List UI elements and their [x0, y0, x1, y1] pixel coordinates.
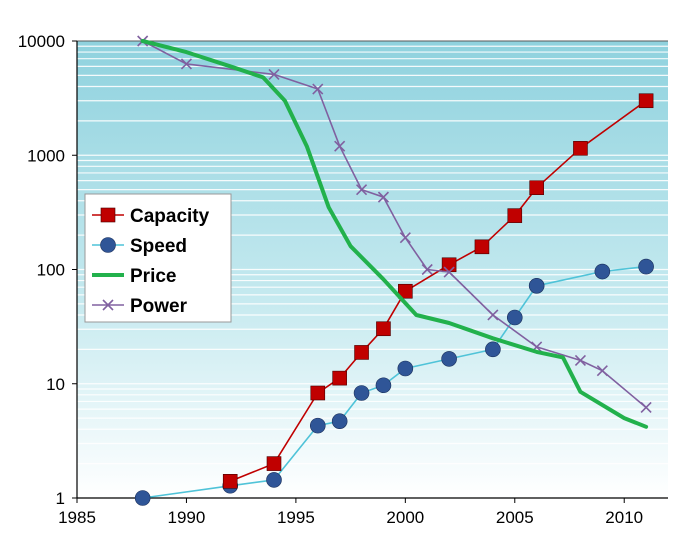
data-point-capacity: [310, 385, 326, 401]
data-point-speed: [353, 385, 370, 401]
data-point-power: [180, 58, 193, 70]
data-point-speed: [134, 490, 151, 506]
data-point-capacity: [474, 239, 490, 255]
y-tick-label: 1000: [27, 146, 65, 165]
x-tick-label: 2010: [605, 508, 643, 527]
data-point-power: [268, 68, 280, 80]
x-tick-label: 1995: [277, 508, 315, 527]
data-point-power: [312, 83, 324, 95]
legend-label-speed: Speed: [130, 236, 187, 257]
data-point-power: [596, 365, 608, 377]
data-point-capacity: [529, 180, 544, 195]
data-point-capacity: [507, 208, 523, 223]
legend-label-price: Price: [130, 266, 176, 287]
data-point-capacity: [222, 474, 238, 489]
x-tick-label: 2005: [496, 508, 534, 527]
y-tick-label: 10: [46, 375, 65, 394]
data-point-speed: [441, 351, 457, 367]
data-point-speed: [506, 309, 523, 326]
y-tick-label: 1: [56, 489, 65, 508]
legend-marker-capacity: [100, 207, 116, 223]
data-point-capacity: [376, 321, 391, 337]
data-point-speed: [309, 417, 326, 434]
gridlines: [77, 40, 668, 465]
data-point-power: [355, 184, 368, 196]
series-layer: [134, 35, 654, 506]
data-point-capacity: [441, 257, 457, 273]
data-point-power: [399, 232, 411, 244]
y-tick-label: 100: [37, 261, 65, 280]
legend-marker-power: [102, 299, 114, 311]
data-point-speed: [638, 258, 654, 275]
axes: 1 10 100 1000 10000 1985 1990 1995 2000 2005 2010: [18, 32, 668, 527]
data-point-speed: [375, 377, 392, 394]
series-line-price: [140, 39, 649, 429]
legend-item-power: Power: [92, 296, 188, 317]
data-point-capacity: [398, 283, 413, 299]
legend-item-capacity: Capacity: [92, 206, 210, 227]
data-point-power: [377, 191, 390, 203]
x-tick-label: 1990: [168, 508, 206, 527]
data-point-speed: [485, 341, 501, 358]
data-point-speed: [331, 413, 348, 430]
legend-label-power: Power: [130, 296, 188, 317]
data-point-capacity: [332, 370, 347, 386]
data-point-speed: [528, 277, 545, 294]
data-point-power: [487, 309, 499, 321]
data-point-power: [574, 354, 587, 366]
data-point-power: [443, 266, 455, 278]
x-tick-label: 2000: [386, 508, 424, 527]
data-point-speed: [397, 360, 414, 377]
legend: Capacity Speed Price Power: [84, 193, 232, 323]
legend-marker-speed: [100, 237, 116, 253]
x-tick-label: 1985: [58, 508, 96, 527]
data-point-speed: [266, 472, 282, 488]
data-point-power: [334, 140, 346, 152]
legend-label-capacity: Capacity: [130, 206, 210, 227]
data-point-capacity: [266, 456, 282, 471]
data-point-capacity: [638, 93, 654, 109]
y-tick-label: 10000: [18, 32, 65, 51]
legend-item-speed: Speed: [92, 236, 187, 257]
data-point-power: [640, 401, 652, 414]
data-point-capacity: [573, 141, 588, 156]
data-point-power: [421, 263, 433, 276]
data-point-speed: [594, 263, 611, 280]
data-point-capacity: [354, 345, 369, 360]
legend-item-price: Price: [92, 266, 176, 287]
